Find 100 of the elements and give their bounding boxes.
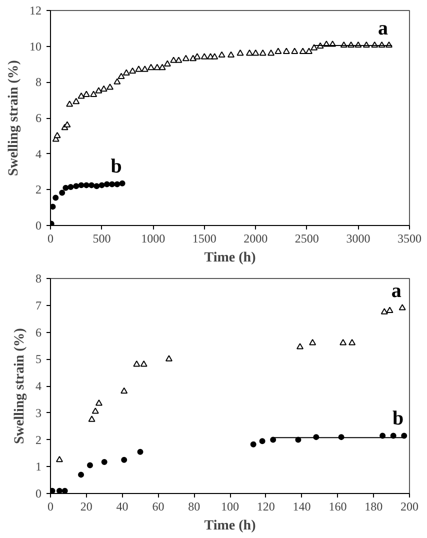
point: [250, 441, 256, 448]
point: [228, 51, 235, 58]
point: [83, 182, 90, 188]
x-axis-title: Time (h): [204, 518, 256, 534]
point: [54, 132, 61, 138]
series-label: b: [110, 155, 122, 178]
point: [270, 436, 276, 443]
point: [121, 456, 128, 463]
y-tick-label: 2: [36, 182, 42, 197]
x-tick-label: 0: [48, 500, 54, 514]
series-label: a: [378, 17, 388, 40]
point: [305, 48, 312, 54]
point: [114, 181, 120, 188]
point: [82, 90, 90, 97]
point: [246, 50, 253, 56]
point: [310, 44, 318, 50]
point: [101, 459, 108, 466]
point: [252, 50, 260, 56]
x-tick-label: 1500: [192, 232, 216, 246]
point: [106, 84, 114, 90]
y-tick-label: 12: [30, 4, 42, 18]
point: [72, 98, 80, 104]
point: [309, 339, 316, 346]
y-axis-title: Swelling strain (%): [12, 328, 28, 444]
y-tick-label: 10: [30, 39, 42, 54]
point: [135, 66, 142, 72]
x-tick-label: 100: [221, 500, 239, 514]
point: [90, 90, 98, 97]
point: [95, 400, 102, 406]
point: [62, 488, 68, 494]
x-tick-label: 20: [80, 500, 92, 514]
point: [50, 488, 56, 494]
y-tick-label: 0: [36, 486, 42, 500]
y-tick-label: 0: [36, 218, 42, 232]
point: [120, 387, 128, 394]
point: [259, 50, 266, 56]
point: [268, 50, 275, 56]
point: [340, 339, 347, 346]
x-axis-title: Time (h): [204, 250, 256, 266]
x-tick-label: 3000: [346, 232, 370, 246]
series-label: a: [391, 280, 402, 302]
point: [236, 50, 244, 56]
point: [165, 355, 172, 362]
y-tick-label: 3: [36, 406, 42, 420]
point: [73, 183, 80, 190]
y-tick-label: 7: [36, 298, 42, 312]
point: [78, 472, 84, 478]
point: [194, 53, 201, 60]
point: [88, 182, 95, 188]
point: [92, 408, 99, 414]
point: [64, 121, 71, 128]
point: [291, 48, 298, 54]
x-tick-label: 40: [116, 500, 128, 514]
point: [86, 462, 93, 468]
point: [296, 343, 304, 350]
point: [104, 181, 110, 188]
x-tick-label: 200: [400, 500, 418, 514]
point: [98, 182, 105, 188]
x-tick-label: 120: [256, 500, 275, 514]
point: [52, 194, 59, 201]
point: [114, 78, 121, 84]
x-tick-label: 60: [152, 500, 164, 514]
x-tick-label: 140: [292, 500, 311, 514]
y-tick-label: 2: [36, 432, 42, 447]
x-tick-label: 160: [328, 500, 347, 514]
point: [154, 64, 161, 70]
x-tick-label: 80: [188, 500, 200, 514]
point: [164, 60, 171, 66]
point: [175, 56, 182, 63]
point: [66, 100, 74, 107]
point: [100, 85, 108, 92]
point: [148, 64, 155, 70]
point: [78, 182, 84, 188]
point: [386, 306, 394, 313]
point: [129, 67, 136, 74]
x-tick-label: 3500: [398, 232, 422, 246]
point: [68, 184, 74, 190]
point: [141, 66, 148, 72]
point: [398, 304, 406, 310]
point: [182, 54, 190, 62]
point: [401, 432, 408, 439]
point: [56, 488, 62, 494]
y-tick-label: 4: [36, 146, 42, 161]
point: [158, 64, 166, 70]
point: [59, 190, 66, 196]
point: [119, 180, 126, 186]
point: [56, 456, 63, 462]
y-tick-label: 4: [36, 379, 42, 393]
point: [94, 183, 100, 190]
point: [50, 204, 56, 210]
point: [95, 87, 102, 94]
series-label: b: [392, 408, 404, 430]
y-tick-label: 6: [36, 325, 42, 340]
point: [299, 48, 306, 54]
x-tick-label: 2000: [244, 232, 268, 246]
point: [218, 51, 226, 58]
point: [282, 48, 290, 54]
point: [118, 72, 125, 80]
point: [78, 92, 85, 99]
point: [200, 53, 208, 60]
